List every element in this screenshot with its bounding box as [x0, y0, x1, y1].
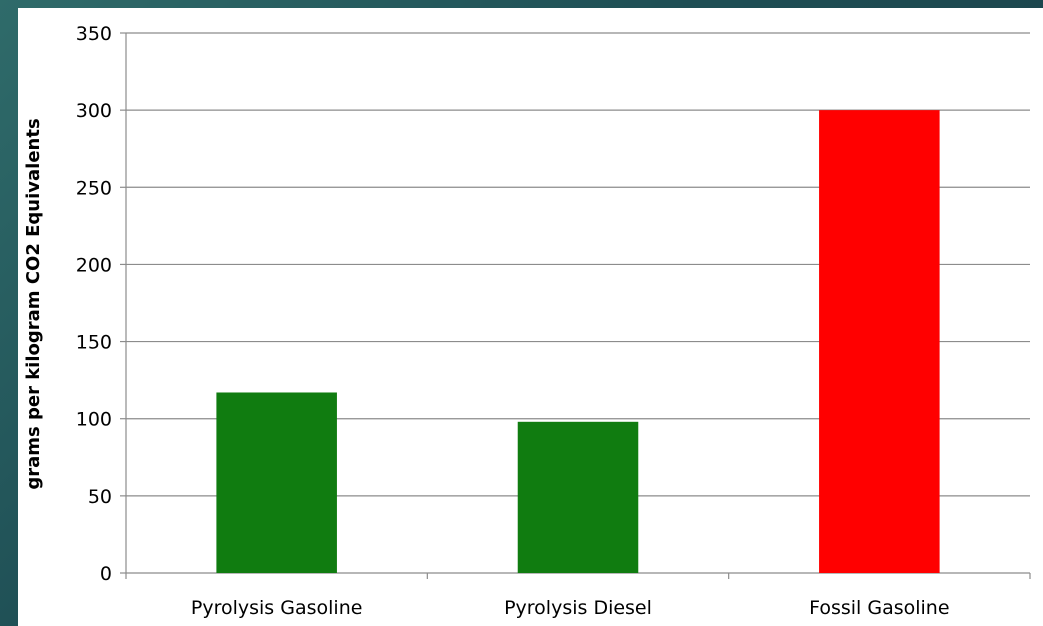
- y-tick-label: 250: [76, 177, 112, 199]
- bar-pyrolysis-gasoline: [216, 392, 337, 573]
- chart-frame: 0 50 100 150 200 250 300 350 Pyrolysis Gasoline…: [18, 8, 1043, 626]
- y-tick-label: 50: [88, 486, 112, 508]
- bar-pyrolysis-diesel: [517, 421, 639, 573]
- y-tick-label: 0: [100, 563, 112, 585]
- x-tick-label: Pyrolysis Diesel: [504, 597, 652, 619]
- y-tick-label: 350: [76, 23, 112, 45]
- y-tick-label: 300: [76, 100, 112, 122]
- bar-fossil-gasoline: [819, 110, 940, 574]
- y-tick-labels: 0 50 100 150 200 250 300 350: [76, 23, 112, 585]
- x-tick-labels: Pyrolysis Gasoline Pyrolysis Diesel Fossil…: [191, 597, 950, 619]
- x-tick-label: Pyrolysis Gasoline: [191, 597, 363, 619]
- y-axis-title: grams per kilogram CO2 Equivalents: [23, 118, 44, 489]
- y-tick-label: 100: [76, 409, 112, 431]
- bars: [216, 110, 940, 574]
- y-tick-label: 200: [76, 254, 112, 276]
- y-tick-label: 150: [76, 332, 112, 354]
- bar-chart: 0 50 100 150 200 250 300 350 Pyrolysis Gasoline…: [23, 23, 1031, 619]
- x-tick-label: Fossil Gasoline: [809, 597, 949, 619]
